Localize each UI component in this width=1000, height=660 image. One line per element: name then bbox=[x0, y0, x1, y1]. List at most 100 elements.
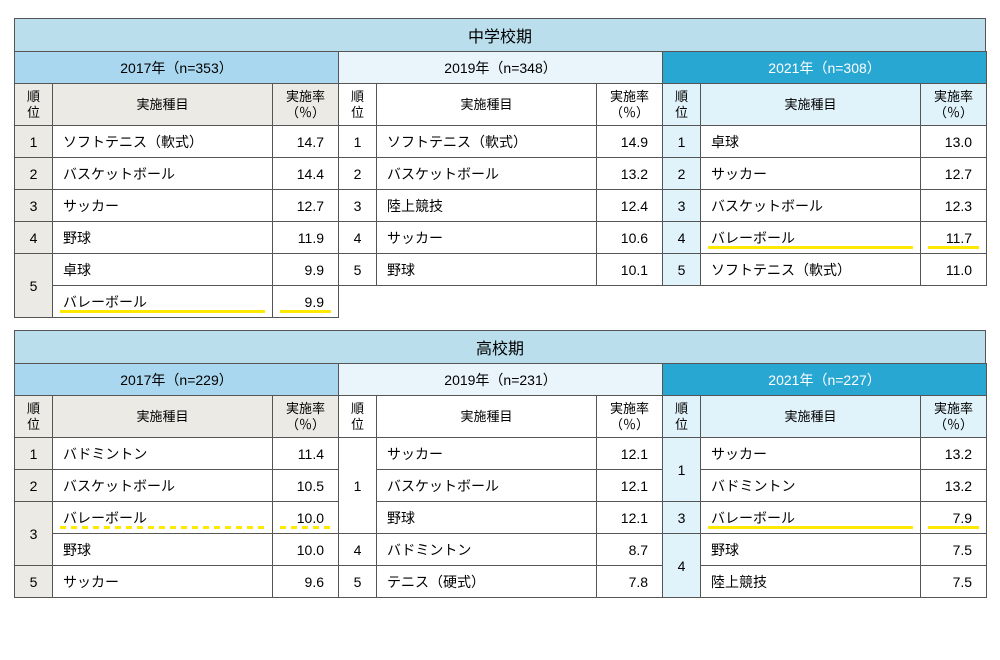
rate-cell: 8.7 bbox=[597, 534, 663, 566]
rate-cell: 10.0 bbox=[273, 502, 339, 534]
rank-cell: 3 bbox=[339, 190, 377, 222]
rank-cell: 2 bbox=[339, 158, 377, 190]
sport-cell: バレーボール bbox=[53, 502, 273, 534]
sport-cell: バレーボール bbox=[701, 222, 921, 254]
table-block: 高校期2017年（n=229）2019年（n=231）2021年（n=227）順… bbox=[14, 330, 986, 598]
rate-cell: 10.1 bbox=[597, 254, 663, 286]
rank-cell: 5 bbox=[663, 254, 701, 286]
data-table: 2017年（n=229）2019年（n=231）2021年（n=227）順位実施… bbox=[14, 363, 987, 598]
rate-cell: 13.2 bbox=[597, 158, 663, 190]
sport-cell: テニス（硬式） bbox=[377, 566, 597, 598]
rank-cell: 4 bbox=[663, 534, 701, 598]
rate-cell: 7.9 bbox=[921, 502, 987, 534]
column-header-rate: 実施率（％） bbox=[273, 84, 339, 126]
rate-cell: 14.7 bbox=[273, 126, 339, 158]
sport-cell: 卓球 bbox=[701, 126, 921, 158]
rank-cell: 4 bbox=[339, 534, 377, 566]
rate-cell: 11.9 bbox=[273, 222, 339, 254]
sport-cell: 野球 bbox=[53, 534, 273, 566]
column-header-sport: 実施種目 bbox=[53, 396, 273, 438]
rate-cell: 7.5 bbox=[921, 566, 987, 598]
sport-cell: バレーボール bbox=[701, 502, 921, 534]
rate-cell: 12.4 bbox=[597, 190, 663, 222]
rate-cell: 12.7 bbox=[921, 158, 987, 190]
sport-cell: バスケットボール bbox=[377, 470, 597, 502]
rank-cell: 1 bbox=[663, 126, 701, 158]
rate-cell: 7.8 bbox=[597, 566, 663, 598]
rank-cell: 1 bbox=[339, 438, 377, 534]
rank-cell: 4 bbox=[15, 222, 53, 254]
rate-cell: 10.0 bbox=[273, 534, 339, 566]
sport-cell: サッカー bbox=[53, 190, 273, 222]
data-table: 2017年（n=353）2019年（n=348）2021年（n=308）順位実施… bbox=[14, 51, 987, 318]
rate-cell: 11.7 bbox=[921, 222, 987, 254]
column-header-rank: 順位 bbox=[663, 396, 701, 438]
rate-cell: 12.1 bbox=[597, 470, 663, 502]
rank-cell: 2 bbox=[15, 470, 53, 502]
sport-cell: バレーボール bbox=[53, 286, 273, 318]
sport-cell: サッカー bbox=[377, 222, 597, 254]
sport-cell: バスケットボール bbox=[701, 190, 921, 222]
rate-cell: 10.6 bbox=[597, 222, 663, 254]
table-title: 高校期 bbox=[14, 330, 986, 363]
rank-cell: 3 bbox=[663, 190, 701, 222]
rank-cell: 2 bbox=[663, 158, 701, 190]
rate-cell: 12.7 bbox=[273, 190, 339, 222]
sport-cell: バドミントン bbox=[701, 470, 921, 502]
rate-cell: 7.5 bbox=[921, 534, 987, 566]
sport-cell: 野球 bbox=[53, 222, 273, 254]
rate-cell: 13.2 bbox=[921, 470, 987, 502]
rank-cell: 1 bbox=[339, 126, 377, 158]
rate-cell: 14.9 bbox=[597, 126, 663, 158]
column-header-rate: 実施率（％） bbox=[921, 396, 987, 438]
rate-cell: 12.1 bbox=[597, 438, 663, 470]
table-title: 中学校期 bbox=[14, 18, 986, 51]
rank-cell: 3 bbox=[663, 502, 701, 534]
column-header-rank: 順位 bbox=[339, 396, 377, 438]
sport-cell: ソフトテニス（軟式） bbox=[377, 126, 597, 158]
sport-cell: 野球 bbox=[701, 534, 921, 566]
rank-cell: 5 bbox=[339, 566, 377, 598]
table-block: 中学校期2017年（n=353）2019年（n=348）2021年（n=308）… bbox=[14, 18, 986, 318]
column-header-sport: 実施種目 bbox=[701, 396, 921, 438]
sport-cell: サッカー bbox=[53, 566, 273, 598]
column-header-rank: 順位 bbox=[15, 84, 53, 126]
rank-cell: 4 bbox=[339, 222, 377, 254]
rank-cell: 3 bbox=[15, 502, 53, 566]
column-header-rank: 順位 bbox=[663, 84, 701, 126]
year-header: 2019年（n=231） bbox=[339, 364, 663, 396]
year-header: 2021年（n=308） bbox=[663, 52, 987, 84]
rate-cell: 9.6 bbox=[273, 566, 339, 598]
rate-cell: 11.0 bbox=[921, 254, 987, 286]
column-header-sport: 実施種目 bbox=[377, 396, 597, 438]
rate-cell: 13.2 bbox=[921, 438, 987, 470]
rank-cell: 1 bbox=[15, 126, 53, 158]
column-header-sport: 実施種目 bbox=[701, 84, 921, 126]
sport-cell: 卓球 bbox=[53, 254, 273, 286]
rate-cell: 9.9 bbox=[273, 286, 339, 318]
year-header: 2017年（n=229） bbox=[15, 364, 339, 396]
rank-cell: 4 bbox=[663, 222, 701, 254]
year-header: 2019年（n=348） bbox=[339, 52, 663, 84]
rank-cell: 5 bbox=[15, 254, 53, 318]
rate-cell: 11.4 bbox=[273, 438, 339, 470]
column-header-sport: 実施種目 bbox=[53, 84, 273, 126]
column-header-rate: 実施率（％） bbox=[597, 84, 663, 126]
sport-cell: 陸上競技 bbox=[377, 190, 597, 222]
sport-cell: バドミントン bbox=[377, 534, 597, 566]
sport-cell: サッカー bbox=[701, 438, 921, 470]
sport-cell: バドミントン bbox=[53, 438, 273, 470]
sport-cell: バスケットボール bbox=[53, 470, 273, 502]
sport-cell: 野球 bbox=[377, 502, 597, 534]
column-header-rate: 実施率（％） bbox=[597, 396, 663, 438]
rank-cell: 1 bbox=[15, 438, 53, 470]
column-header-rank: 順位 bbox=[339, 84, 377, 126]
year-header: 2017年（n=353） bbox=[15, 52, 339, 84]
column-header-rank: 順位 bbox=[15, 396, 53, 438]
sport-cell: サッカー bbox=[701, 158, 921, 190]
sport-cell: バスケットボール bbox=[53, 158, 273, 190]
rank-cell: 5 bbox=[15, 566, 53, 598]
rate-cell: 12.3 bbox=[921, 190, 987, 222]
column-header-rate: 実施率（％） bbox=[273, 396, 339, 438]
rank-cell: 1 bbox=[663, 438, 701, 502]
